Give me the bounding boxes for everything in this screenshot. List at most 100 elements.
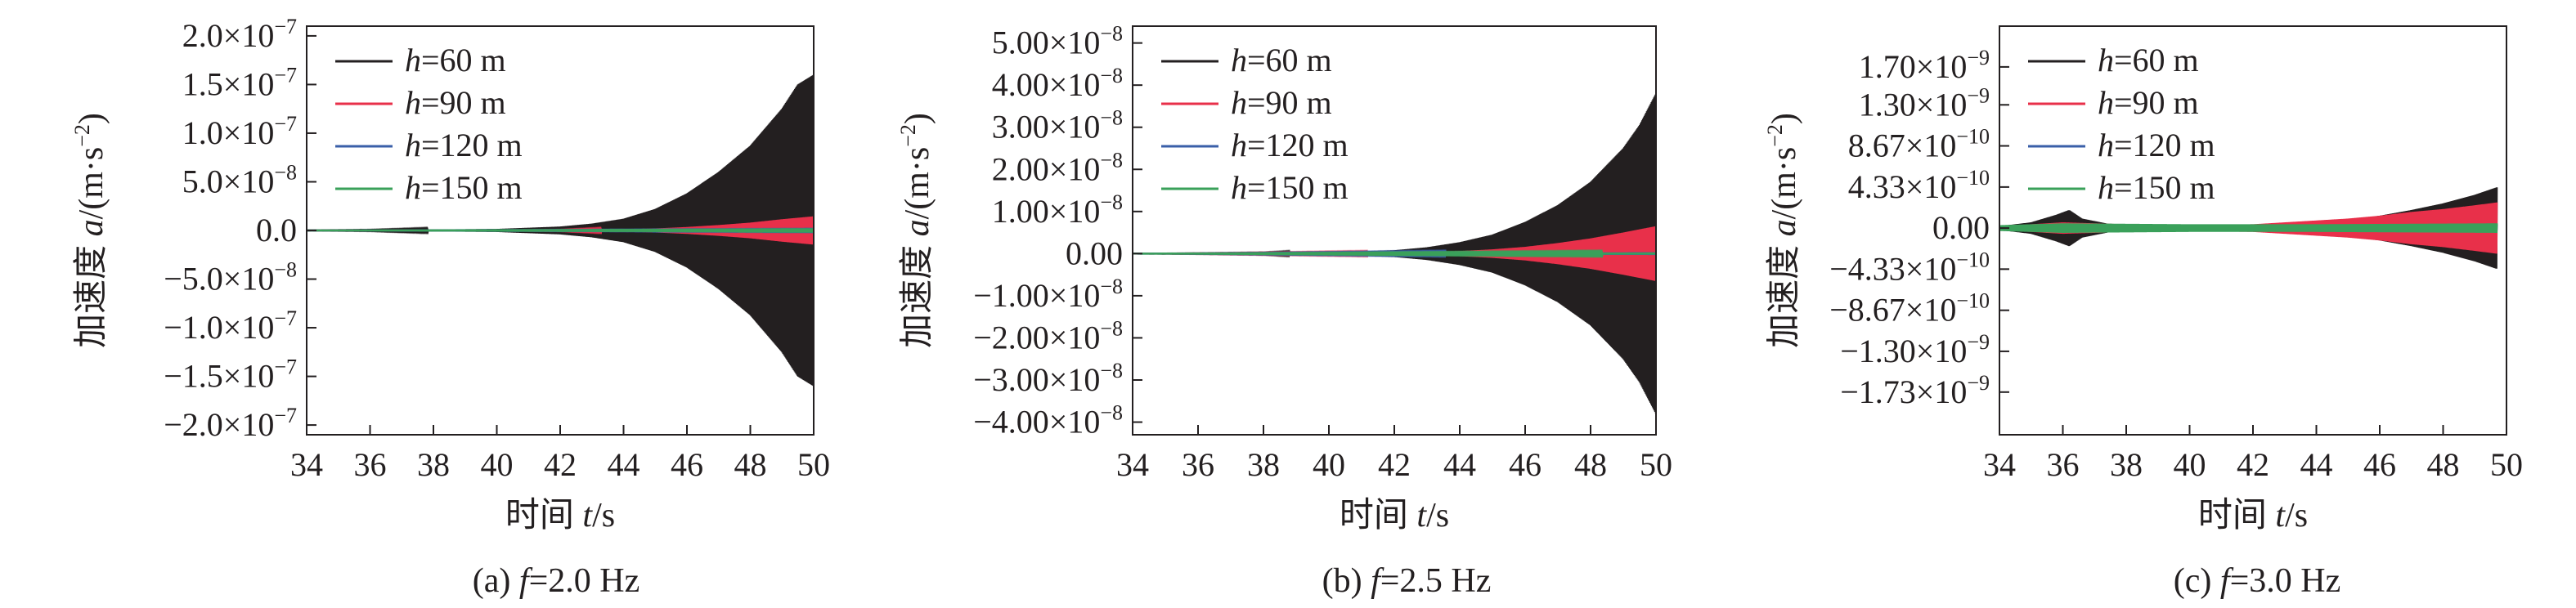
y-tick-mantissa: 8.67×10: [1848, 127, 1957, 164]
y-label-text: 加速度: [73, 236, 110, 348]
y-label-var: a: [899, 219, 936, 236]
caption-value: =3.0 Hz: [2230, 562, 2341, 600]
legend-var: h: [1231, 169, 1247, 206]
x-tick-label: 44: [2300, 446, 2333, 483]
y-tick-label: −8.67×10−10: [1829, 289, 1990, 329]
legend-label: h=90 m: [2098, 84, 2199, 121]
x-tick-label: 42: [1378, 446, 1411, 483]
y-tick-exponent: −8: [1100, 106, 1123, 130]
series-line-3: [1133, 248, 1656, 259]
y-tick-exponent: −8: [1100, 22, 1123, 46]
y-tick-label: −2.0×10−7: [164, 404, 297, 443]
legend-var: h: [1231, 42, 1247, 78]
y-tick-label: −1.00×10−8: [973, 275, 1123, 314]
x-label-unit: /s: [2285, 497, 2308, 534]
y-tick-exponent: −8: [1100, 275, 1123, 298]
x-label-text: 时间: [2198, 497, 2276, 534]
y-tick-mantissa: 0.00: [1932, 209, 1990, 246]
y-tick-exponent: −9: [1967, 371, 1990, 395]
x-label-var: t: [2275, 497, 2286, 534]
legend-text: =150 m: [1247, 169, 1349, 206]
y-tick-mantissa: 1.5×10: [182, 65, 275, 102]
legend-var: h: [2098, 42, 2114, 78]
x-tick-label: 50: [2490, 446, 2523, 483]
y-tick-mantissa: −1.30×10: [1840, 333, 1967, 369]
legend-text: =90 m: [1247, 84, 1332, 121]
y-tick-mantissa: 1.70×10: [1859, 48, 1968, 85]
legend: h=60 mh=90 mh=120 mh=150 m: [1161, 42, 1349, 206]
x-label-unit: /s: [1426, 497, 1449, 534]
legend-text: =60 m: [1247, 42, 1332, 78]
legend-text: =150 m: [2114, 169, 2215, 206]
y-tick-label: 0.00: [1066, 235, 1123, 271]
plot-area: [1999, 187, 2498, 269]
caption-prefix: (c): [2174, 562, 2220, 600]
y-label-close: ): [1766, 113, 1803, 124]
y-tick-label: −1.5×10−7: [164, 355, 297, 395]
x-tick-label: 44: [608, 446, 640, 483]
legend-var: h: [405, 127, 421, 163]
x-tick-label: 34: [290, 446, 323, 483]
y-tick-mantissa: −1.73×10: [1840, 373, 1967, 410]
legend-text: =150 m: [421, 169, 523, 206]
y-tick-exponent: −8: [1100, 316, 1123, 340]
y-tick-exponent: −8: [274, 258, 297, 282]
y-label-exponent: −2: [1763, 124, 1787, 147]
y-label-exponent: −2: [70, 124, 94, 147]
y-tick-mantissa: 1.00×10: [992, 193, 1101, 230]
y-tick-mantissa: −3.00×10: [973, 361, 1100, 398]
legend-label: h=120 m: [405, 127, 523, 163]
legend-text: =60 m: [2114, 42, 2199, 78]
y-tick-mantissa: 4.33×10: [1848, 168, 1957, 205]
x-tick-label: 46: [671, 446, 703, 483]
plot-area: [307, 74, 814, 387]
x-tick-label: 36: [2047, 446, 2080, 483]
series-line-3: [307, 227, 814, 234]
legend: h=60 mh=90 mh=120 mh=150 m: [335, 42, 523, 206]
y-tick-exponent: −8: [1100, 148, 1123, 172]
x-axis-label: 时间 t/s: [2198, 497, 2308, 534]
y-tick-mantissa: 5.00×10: [992, 25, 1101, 61]
plot-area: [1133, 94, 1656, 414]
y-tick-label: 4.33×10−10: [1848, 166, 1990, 205]
y-axis-label: 加速度 a/(m·s−2): [70, 113, 110, 348]
legend-text: =120 m: [421, 127, 523, 163]
panel-caption: (c) f=3.0 Hz: [2174, 562, 2340, 600]
panel-caption: (a) f=2.0 Hz: [473, 562, 640, 600]
panel-caption: (b) f=2.5 Hz: [1322, 562, 1492, 600]
y-tick-label: 3.00×10−8: [992, 106, 1123, 145]
legend-label: h=150 m: [405, 169, 523, 206]
legend-var: h: [2098, 127, 2114, 163]
y-tick-exponent: −7: [274, 306, 297, 330]
y-label-unit: /(m·s: [73, 147, 110, 220]
y-tick-exponent: −7: [274, 404, 297, 427]
legend-var: h: [1231, 127, 1247, 163]
x-tick-label: 46: [2363, 446, 2396, 483]
chart-panel-1: 34 36 38 40 42 44 46 48 505.00×10−84.00×10−83.00…: [896, 22, 1672, 600]
y-tick-exponent: −8: [274, 160, 297, 184]
legend-var: h: [2098, 169, 2114, 206]
x-tick-label: 50: [797, 446, 830, 483]
y-tick-mantissa: −4.33×10: [1829, 250, 1956, 287]
x-tick-label: 38: [2110, 446, 2143, 483]
y-tick-mantissa: 2.00×10: [992, 150, 1101, 187]
legend-var: h: [1231, 84, 1247, 121]
y-axis-label: 加速度 a/(m·s−2): [896, 113, 936, 348]
x-label-var: t: [582, 497, 593, 534]
y-tick-label: 1.0×10−7: [182, 112, 297, 151]
x-tick-label: 48: [1574, 446, 1607, 483]
y-tick-label: −1.0×10−7: [164, 306, 297, 346]
y-tick-exponent: −10: [1956, 289, 1990, 313]
legend-label: h=60 m: [405, 42, 506, 78]
x-tick-label: 42: [544, 446, 577, 483]
y-tick-mantissa: 0.00: [1066, 235, 1123, 271]
x-tick-label: 40: [2174, 446, 2206, 483]
x-tick-label: 48: [2427, 446, 2460, 483]
x-tick-label: 44: [1443, 446, 1476, 483]
y-tick-mantissa: −2.0×10: [164, 406, 274, 443]
legend-label: h=120 m: [2098, 127, 2215, 163]
y-tick-mantissa: 1.30×10: [1859, 86, 1968, 123]
legend-var: h: [2098, 84, 2114, 121]
legend-label: h=90 m: [1231, 84, 1332, 121]
y-tick-mantissa: 0.0: [256, 212, 297, 248]
